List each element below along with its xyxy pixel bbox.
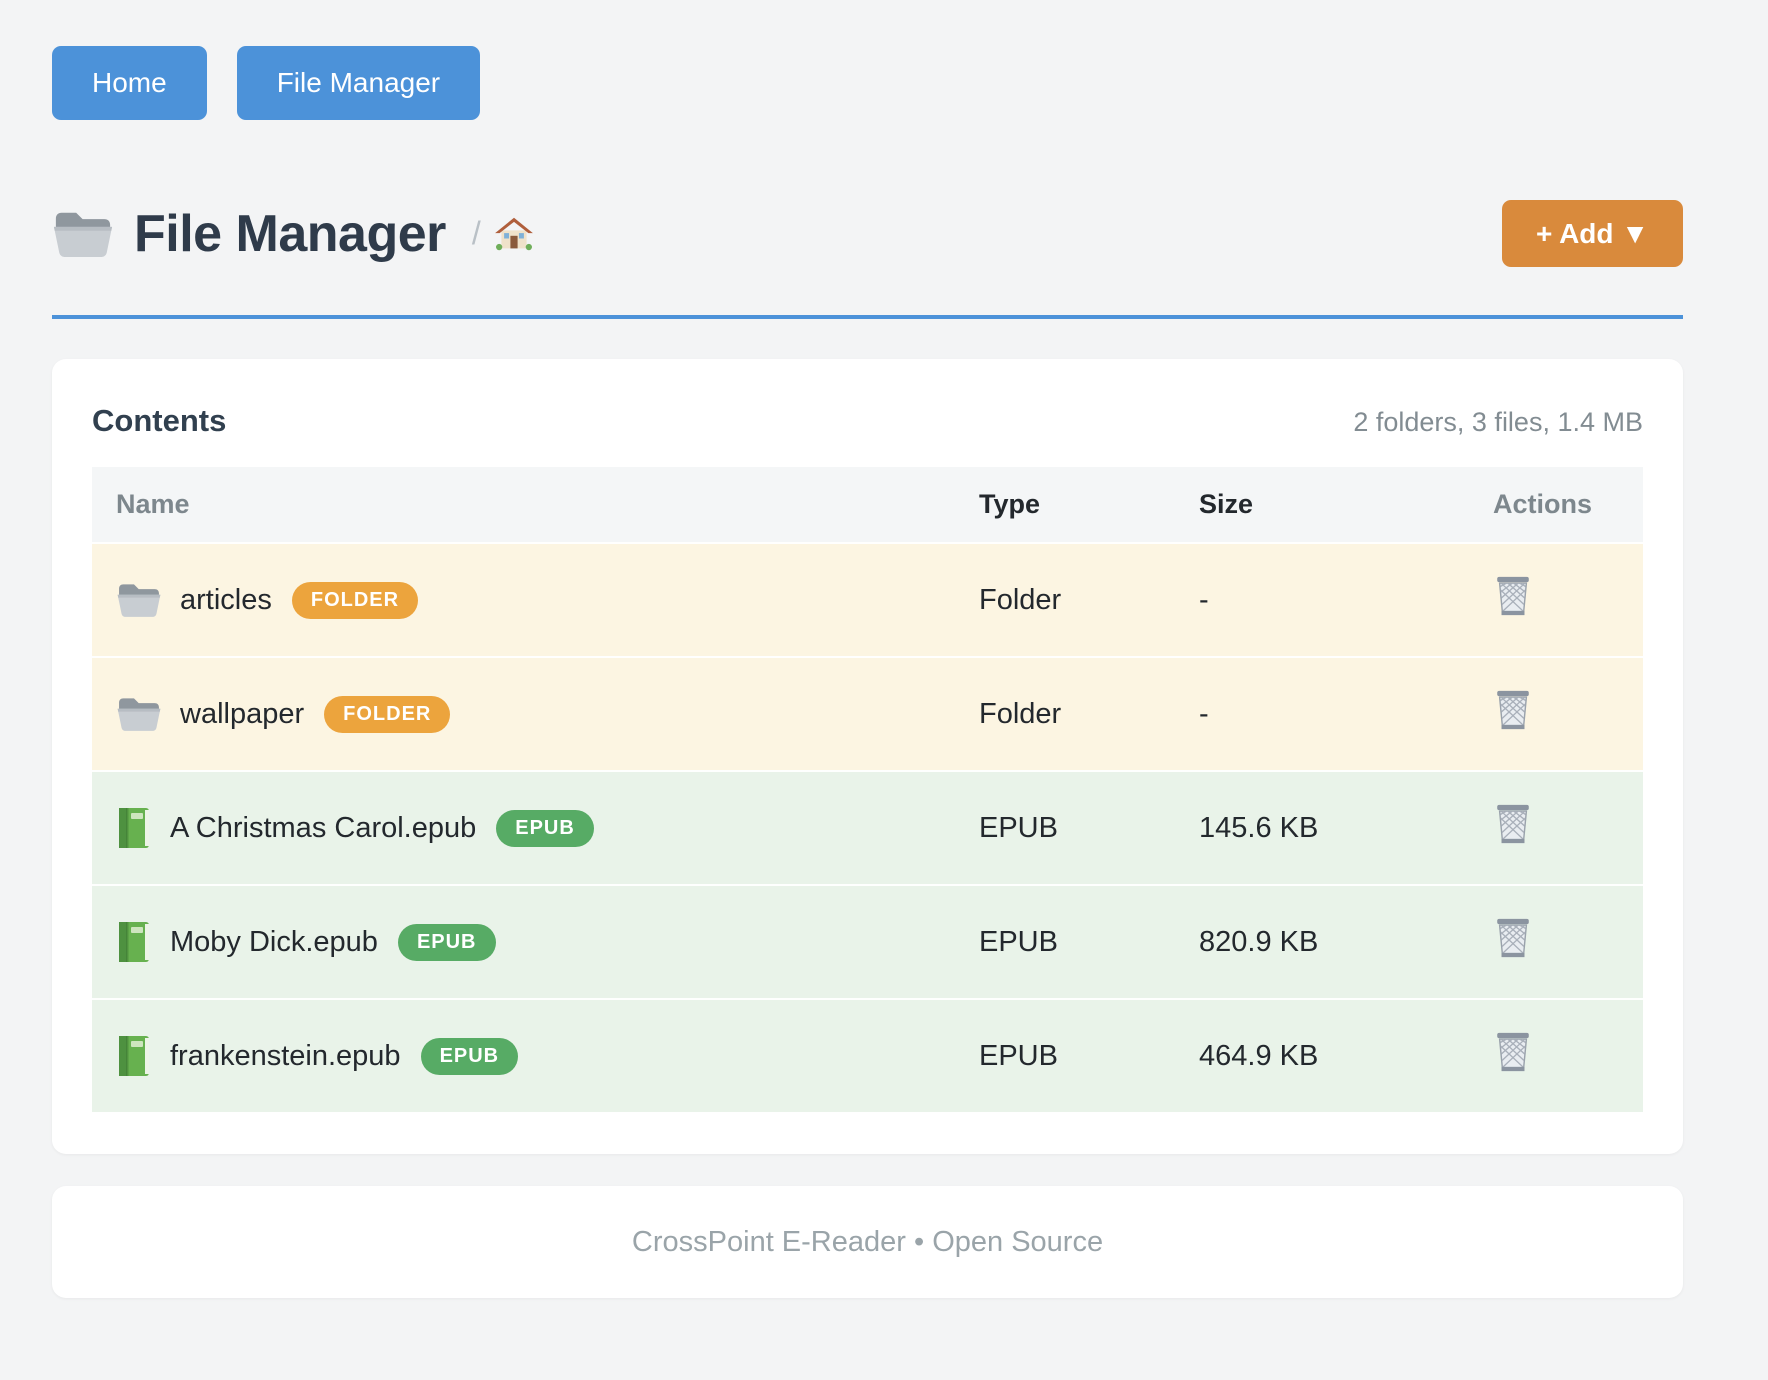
file-name[interactable]: frankenstein.epub xyxy=(170,1039,401,1072)
file-name[interactable]: A Christmas Carol.epub xyxy=(170,811,477,844)
delete-button[interactable] xyxy=(1493,1030,1533,1077)
name-cell: frankenstein.epub EPUB xyxy=(92,1034,973,1078)
file-name[interactable]: wallpaper xyxy=(180,697,305,730)
column-header-actions: Actions xyxy=(1493,489,1593,519)
folder-icon xyxy=(116,581,162,619)
type-badge: FOLDER xyxy=(291,581,419,619)
file-table: Name Type Size Actions articles FOLDER F… xyxy=(92,467,1643,1112)
file-name[interactable]: articles xyxy=(180,583,272,616)
delete-button[interactable] xyxy=(1493,802,1533,849)
size-cell: - xyxy=(1199,697,1209,730)
trash-icon xyxy=(1493,916,1533,963)
type-cell: Folder xyxy=(979,697,1062,730)
trash-icon xyxy=(1493,802,1533,849)
top-nav: Home File Manager xyxy=(52,46,1683,120)
page-header: File Manager / + Add ▼ xyxy=(52,200,1683,267)
name-cell: articles FOLDER xyxy=(92,581,973,619)
delete-button[interactable] xyxy=(1493,574,1533,621)
nav-file-manager-button[interactable]: File Manager xyxy=(236,46,481,120)
contents-card: Contents 2 folders, 3 files, 1.4 MB Name… xyxy=(52,359,1683,1154)
size-cell: - xyxy=(1199,583,1209,616)
folder-icon xyxy=(116,695,162,733)
type-badge: FOLDER xyxy=(324,695,451,733)
actions-cell xyxy=(1483,1030,1643,1082)
column-header-type: Type xyxy=(979,489,1041,519)
footer: CrossPoint E-Reader • Open Source xyxy=(52,1186,1683,1298)
contents-title: Contents xyxy=(92,403,227,438)
type-badge: EPUB xyxy=(496,809,594,847)
add-button[interactable]: + Add ▼ xyxy=(1501,200,1683,267)
book-icon xyxy=(116,1034,152,1078)
file-name[interactable]: Moby Dick.epub xyxy=(170,925,378,958)
table-row: wallpaper FOLDER Folder - xyxy=(92,656,1643,770)
nav-home-button[interactable]: Home xyxy=(52,46,207,120)
column-header-size: Size xyxy=(1199,489,1254,519)
actions-cell xyxy=(1483,688,1643,740)
header-divider xyxy=(52,315,1683,319)
breadcrumb-separator: / xyxy=(471,215,481,251)
table-body: articles FOLDER Folder - wallpaper FOLDE… xyxy=(92,542,1643,1112)
column-header-name: Name xyxy=(116,489,190,519)
trash-icon xyxy=(1493,1030,1533,1077)
trash-icon xyxy=(1493,574,1533,621)
footer-text: CrossPoint E-Reader • Open Source xyxy=(631,1225,1104,1258)
delete-button[interactable] xyxy=(1493,688,1533,735)
table-row: frankenstein.epub EPUB EPUB 464.9 KB xyxy=(92,998,1643,1112)
name-cell: A Christmas Carol.epub EPUB xyxy=(92,806,973,850)
name-cell: wallpaper FOLDER xyxy=(92,695,973,733)
book-icon xyxy=(116,920,152,964)
type-cell: EPUB xyxy=(979,1039,1058,1072)
type-badge: EPUB xyxy=(420,1037,519,1075)
title-group: File Manager / xyxy=(52,204,533,264)
size-cell: 145.6 KB xyxy=(1199,811,1319,844)
type-cell: EPUB xyxy=(979,925,1058,958)
contents-summary: 2 folders, 3 files, 1.4 MB xyxy=(1353,407,1643,437)
delete-button[interactable] xyxy=(1493,916,1533,963)
actions-cell xyxy=(1483,916,1643,968)
table-row: A Christmas Carol.epub EPUB EPUB 145.6 K… xyxy=(92,770,1643,884)
type-badge: EPUB xyxy=(397,923,496,961)
actions-cell xyxy=(1483,802,1643,854)
type-cell: Folder xyxy=(979,583,1062,616)
page-title: File Manager xyxy=(134,204,446,263)
size-cell: 464.9 KB xyxy=(1199,1039,1319,1072)
type-cell: EPUB xyxy=(979,811,1058,844)
table-header-row: Name Type Size Actions xyxy=(92,467,1643,542)
table-row: articles FOLDER Folder - xyxy=(92,542,1643,656)
name-cell: Moby Dick.epub EPUB xyxy=(92,920,973,964)
actions-cell xyxy=(1483,574,1643,626)
book-icon xyxy=(116,806,152,850)
card-header: Contents 2 folders, 3 files, 1.4 MB xyxy=(92,403,1643,439)
page: Home File Manager File Manager / + Add ▼… xyxy=(52,46,1683,1298)
table-row: Moby Dick.epub EPUB EPUB 820.9 KB xyxy=(92,884,1643,998)
folder-icon xyxy=(52,208,114,260)
home-icon[interactable] xyxy=(494,216,533,252)
size-cell: 820.9 KB xyxy=(1199,925,1319,958)
trash-icon xyxy=(1493,688,1533,735)
